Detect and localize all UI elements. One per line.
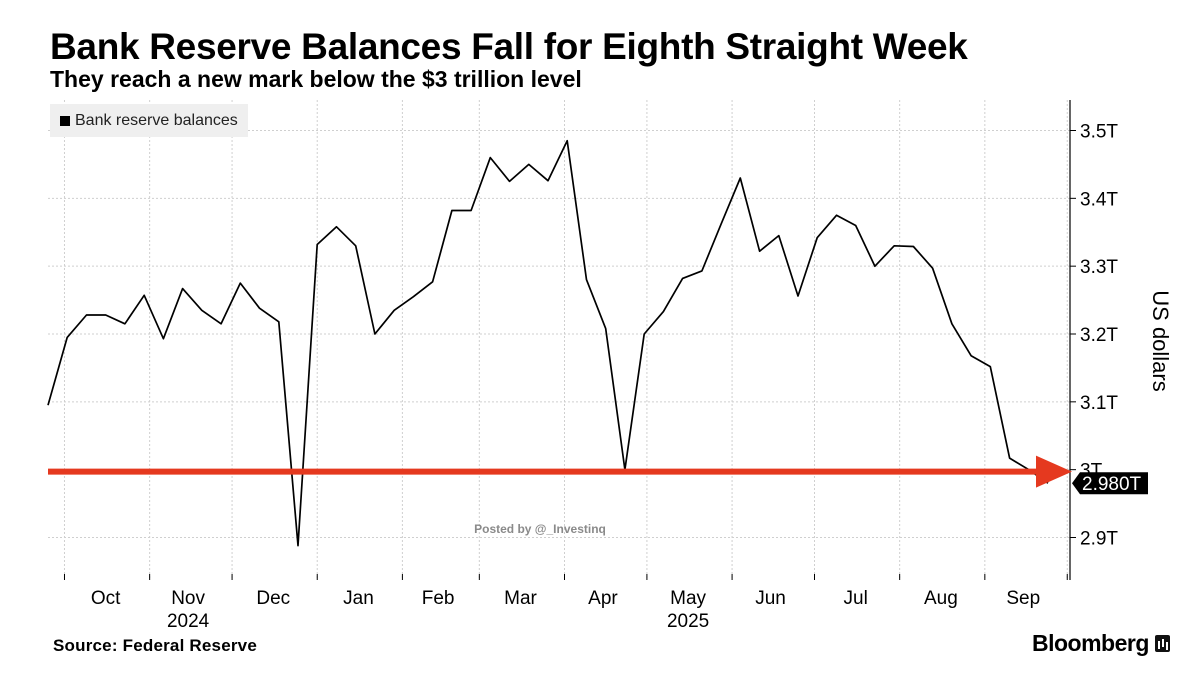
bloomberg-terminal-icon bbox=[1154, 635, 1170, 652]
grid-layer bbox=[48, 100, 1070, 580]
arrow-layer bbox=[48, 455, 1072, 488]
data-point bbox=[700, 269, 703, 272]
data-point bbox=[527, 163, 530, 166]
data-point bbox=[335, 225, 338, 228]
x-tick-label: Apr bbox=[588, 588, 618, 609]
data-point bbox=[854, 224, 857, 227]
data-point bbox=[1008, 457, 1011, 460]
data-point bbox=[450, 209, 453, 212]
data-point bbox=[393, 309, 396, 312]
x-year-label: 2025 bbox=[667, 611, 709, 632]
y-tick-label: 3.2T bbox=[1080, 325, 1118, 346]
data-point bbox=[873, 265, 876, 268]
x-tick-label: Jun bbox=[755, 588, 786, 609]
reserve-balances-line bbox=[47, 139, 1049, 547]
data-point bbox=[162, 337, 165, 340]
legend: Bank reserve balances bbox=[50, 104, 248, 137]
x-tick-label: Sep bbox=[1006, 588, 1040, 609]
y-tick-label: 3.4T bbox=[1080, 189, 1118, 210]
data-point bbox=[123, 322, 126, 325]
x-tick-label: Jul bbox=[844, 588, 868, 609]
data-point bbox=[777, 234, 780, 237]
data-point bbox=[585, 278, 588, 281]
data-point bbox=[354, 244, 357, 247]
data-point bbox=[912, 245, 915, 248]
data-point bbox=[239, 282, 242, 285]
brand-name: Bloomberg bbox=[1032, 630, 1149, 656]
chart-title: Bank Reserve Balances Fall for Eighth St… bbox=[50, 26, 968, 67]
data-point bbox=[508, 180, 511, 183]
y-tick-label: 3.3T bbox=[1080, 257, 1118, 278]
y-tick-label: 3.5T bbox=[1080, 122, 1118, 143]
data-point bbox=[470, 209, 473, 212]
data-point bbox=[220, 322, 223, 325]
data-point bbox=[643, 333, 646, 336]
data-point bbox=[297, 544, 300, 547]
data-point bbox=[316, 243, 319, 246]
x-tick-label: Mar bbox=[504, 588, 537, 609]
data-point bbox=[66, 336, 69, 339]
x-year-label: 2024 bbox=[167, 611, 210, 632]
data-point bbox=[143, 294, 146, 297]
x-tick-label: Dec bbox=[256, 588, 290, 609]
annotation-layer: Posted by @_Investinq bbox=[474, 522, 606, 536]
data-point bbox=[835, 214, 838, 217]
data-point bbox=[950, 322, 953, 325]
x-tick-label: Jan bbox=[343, 588, 374, 609]
data-point bbox=[373, 333, 376, 336]
data-point bbox=[739, 176, 742, 179]
x-tick-label: Aug bbox=[924, 588, 958, 609]
source-note: Source: Federal Reserve bbox=[53, 636, 257, 655]
data-point bbox=[489, 156, 492, 159]
x-tick-label: May bbox=[670, 588, 706, 609]
data-point bbox=[604, 327, 607, 330]
data-point bbox=[200, 309, 203, 312]
last-value-tag bbox=[1072, 472, 1148, 495]
data-point bbox=[547, 179, 550, 182]
brand-logo: Bloomberg bbox=[1032, 630, 1170, 657]
data-point bbox=[970, 354, 973, 357]
legend-swatch bbox=[60, 115, 70, 126]
y-axis-title: US dollars bbox=[1148, 290, 1173, 391]
series-layer bbox=[47, 139, 1049, 547]
x-tick-label: Feb bbox=[422, 588, 455, 609]
tag-layer: 2.980T bbox=[1072, 472, 1148, 495]
last-value-label: 2.980T bbox=[1082, 474, 1142, 495]
data-point bbox=[431, 280, 434, 283]
data-point bbox=[258, 307, 261, 310]
posted-by-watermark: Posted by @_Investinq bbox=[474, 522, 606, 536]
data-point bbox=[931, 267, 934, 270]
data-point bbox=[893, 244, 896, 247]
data-point bbox=[104, 314, 107, 317]
y-tick-label: 3.1T bbox=[1080, 393, 1118, 414]
data-point bbox=[662, 310, 665, 313]
data-point bbox=[566, 139, 569, 142]
x-tick-label: Oct bbox=[91, 588, 121, 609]
data-point bbox=[681, 277, 684, 280]
y-tick-label: 2.9T bbox=[1080, 529, 1118, 550]
data-point bbox=[412, 295, 415, 298]
data-point bbox=[181, 287, 184, 290]
legend-label: Bank reserve balances bbox=[75, 111, 238, 129]
x-tick-label: Nov bbox=[171, 588, 205, 609]
data-point bbox=[720, 223, 723, 226]
data-point bbox=[758, 250, 761, 253]
data-point bbox=[989, 365, 992, 368]
data-point bbox=[277, 320, 280, 323]
data-point bbox=[47, 404, 50, 407]
three-trillion-arrow-head bbox=[1036, 455, 1072, 488]
data-point bbox=[816, 236, 819, 239]
chart-subtitle: They reach a new mark below the $3 trill… bbox=[50, 66, 582, 92]
data-point bbox=[85, 314, 88, 317]
data-point bbox=[797, 295, 800, 298]
